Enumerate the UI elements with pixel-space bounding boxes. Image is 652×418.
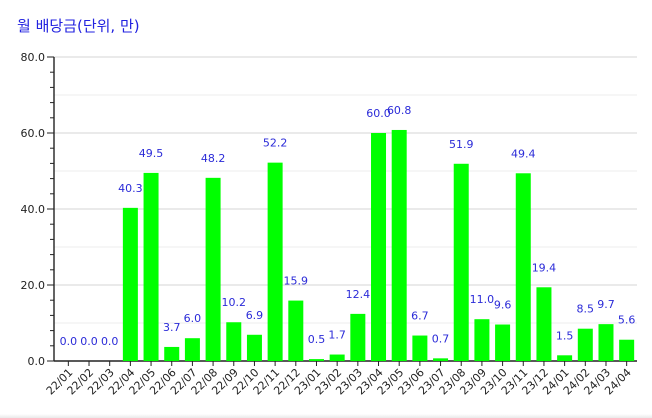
data-label: 51.9 — [449, 138, 474, 151]
data-label: 0.0 — [101, 335, 119, 348]
bar — [598, 324, 614, 361]
bar — [122, 207, 138, 361]
data-label: 1.7 — [328, 329, 346, 342]
data-label: 0.0 — [80, 335, 98, 348]
data-label: 6.9 — [246, 309, 264, 322]
bar — [536, 287, 552, 361]
data-label: 60.0 — [366, 107, 391, 120]
y-tick-label: 0.0 — [28, 355, 46, 368]
data-label: 60.8 — [387, 104, 412, 117]
data-label: 6.0 — [184, 312, 202, 325]
bar — [371, 133, 387, 361]
data-label: 10.2 — [222, 296, 247, 309]
bar — [515, 173, 531, 361]
data-label: 0.0 — [60, 335, 78, 348]
data-label: 49.4 — [511, 147, 536, 160]
bar — [288, 300, 304, 361]
data-label: 6.7 — [411, 310, 429, 323]
bar — [329, 354, 345, 361]
data-label: 48.2 — [201, 152, 226, 165]
bar — [433, 358, 449, 361]
bar — [577, 328, 593, 361]
data-label: 9.6 — [494, 299, 512, 312]
bottom-edge-divider — [0, 414, 652, 418]
bar — [474, 319, 490, 361]
bar — [267, 162, 283, 361]
y-tick-label: 20.0 — [21, 279, 46, 292]
y-tick-label: 60.0 — [21, 127, 46, 140]
data-label: 40.3 — [118, 182, 143, 195]
chart-title: 월 배당금(단위, 만) — [17, 17, 140, 35]
bar — [143, 172, 159, 361]
data-label: 15.9 — [284, 275, 309, 288]
bar — [246, 334, 262, 361]
data-label: 8.5 — [577, 303, 595, 316]
bar — [205, 177, 221, 361]
bar — [226, 322, 242, 361]
data-label: 49.5 — [139, 147, 164, 160]
bar — [495, 324, 511, 361]
data-label: 52.2 — [263, 137, 288, 150]
bar — [164, 346, 180, 361]
data-label: 0.7 — [432, 332, 450, 345]
bar — [308, 359, 324, 361]
bar — [391, 129, 407, 361]
data-label: 11.0 — [470, 293, 495, 306]
data-label: 12.4 — [346, 288, 371, 301]
data-label: 1.5 — [556, 329, 574, 342]
y-tick-label: 40.0 — [21, 203, 46, 216]
data-label: 3.7 — [163, 321, 181, 334]
data-label: 5.6 — [618, 314, 636, 327]
bar — [453, 163, 469, 361]
data-label: 0.5 — [308, 333, 326, 346]
bar — [184, 338, 200, 361]
bar — [619, 339, 635, 361]
y-tick-label: 80.0 — [21, 51, 46, 64]
data-label: 19.4 — [532, 261, 557, 274]
bar — [350, 313, 366, 361]
bar — [557, 355, 573, 361]
data-label: 9.7 — [597, 298, 615, 311]
bar — [412, 335, 428, 361]
